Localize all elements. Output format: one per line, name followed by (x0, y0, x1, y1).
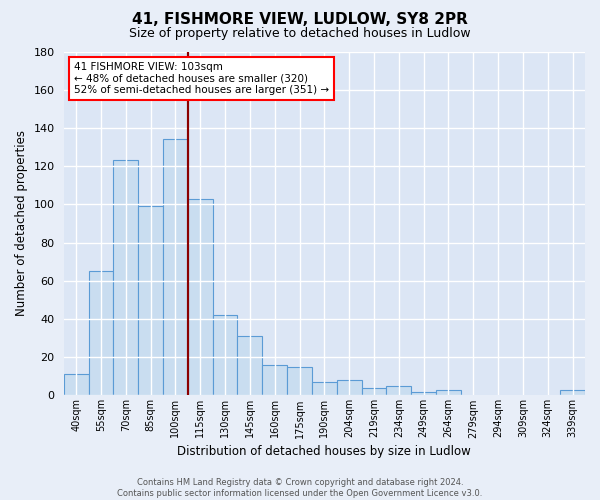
Bar (386, 386, 411, 396)
Bar (212, 315, 238, 396)
Bar (64, 374, 89, 396)
Bar (113, 160, 138, 396)
Bar (238, 336, 262, 396)
Bar (287, 366, 312, 396)
Bar (188, 198, 212, 396)
Bar (436, 390, 461, 396)
Bar (337, 380, 362, 396)
Bar (138, 206, 163, 396)
Bar (560, 390, 585, 396)
Text: Contains HM Land Registry data © Crown copyright and database right 2024.
Contai: Contains HM Land Registry data © Crown c… (118, 478, 482, 498)
Bar (163, 140, 188, 396)
Bar (89, 271, 113, 396)
X-axis label: Distribution of detached houses by size in Ludlow: Distribution of detached houses by size … (178, 444, 471, 458)
Bar (312, 382, 337, 396)
Text: Size of property relative to detached houses in Ludlow: Size of property relative to detached ho… (129, 28, 471, 40)
Text: 41 FISHMORE VIEW: 103sqm
← 48% of detached houses are smaller (320)
52% of semi-: 41 FISHMORE VIEW: 103sqm ← 48% of detach… (74, 62, 329, 95)
Y-axis label: Number of detached properties: Number of detached properties (15, 130, 28, 316)
Bar (411, 392, 436, 396)
Bar (262, 365, 287, 396)
Text: 41, FISHMORE VIEW, LUDLOW, SY8 2PR: 41, FISHMORE VIEW, LUDLOW, SY8 2PR (132, 12, 468, 28)
Bar (362, 388, 386, 396)
